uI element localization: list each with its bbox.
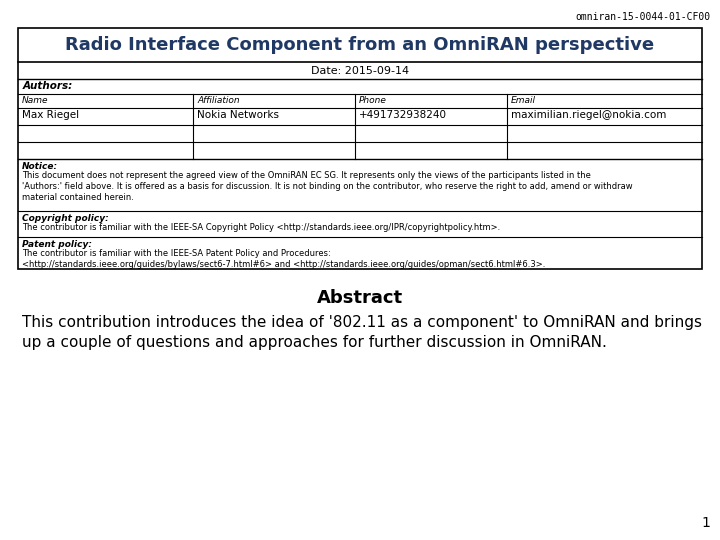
Text: Date: 2015-09-14: Date: 2015-09-14 <box>311 65 409 76</box>
Text: Notice:: Notice: <box>22 162 58 171</box>
Text: The contributor is familiar with the IEEE-SA Copyright Policy <http://standards.: The contributor is familiar with the IEE… <box>22 223 500 232</box>
Text: Name: Name <box>22 96 48 105</box>
Text: Nokia Networks: Nokia Networks <box>197 110 279 120</box>
Text: maximilian.riegel@nokia.com: maximilian.riegel@nokia.com <box>511 110 667 120</box>
Text: The contributor is familiar with the IEEE-SA Patent Policy and Procedures:
<http: The contributor is familiar with the IEE… <box>22 249 545 269</box>
Text: Affiliation: Affiliation <box>197 96 240 105</box>
Text: Email: Email <box>511 96 536 105</box>
Text: This contribution introduces the idea of '802.11 as a component' to OmniRAN and : This contribution introduces the idea of… <box>22 315 702 350</box>
Text: Copyright policy:: Copyright policy: <box>22 214 109 223</box>
Bar <box>18 28 702 269</box>
Text: Radio Interface Component from an OmniRAN perspective: Radio Interface Component from an OmniRA… <box>66 36 654 54</box>
Text: +491732938240: +491732938240 <box>359 110 447 120</box>
Text: Max Riegel: Max Riegel <box>22 110 79 120</box>
Text: Authors:: Authors: <box>23 81 73 91</box>
Text: Abstract: Abstract <box>317 289 403 307</box>
Text: omniran-15-0044-01-CF00: omniran-15-0044-01-CF00 <box>575 12 710 22</box>
Text: This document does not represent the agreed view of the OmniRAN EC SG. It repres: This document does not represent the agr… <box>22 171 633 202</box>
Text: Phone: Phone <box>359 96 387 105</box>
Text: Patent policy:: Patent policy: <box>22 240 92 249</box>
Text: 1: 1 <box>701 516 710 530</box>
